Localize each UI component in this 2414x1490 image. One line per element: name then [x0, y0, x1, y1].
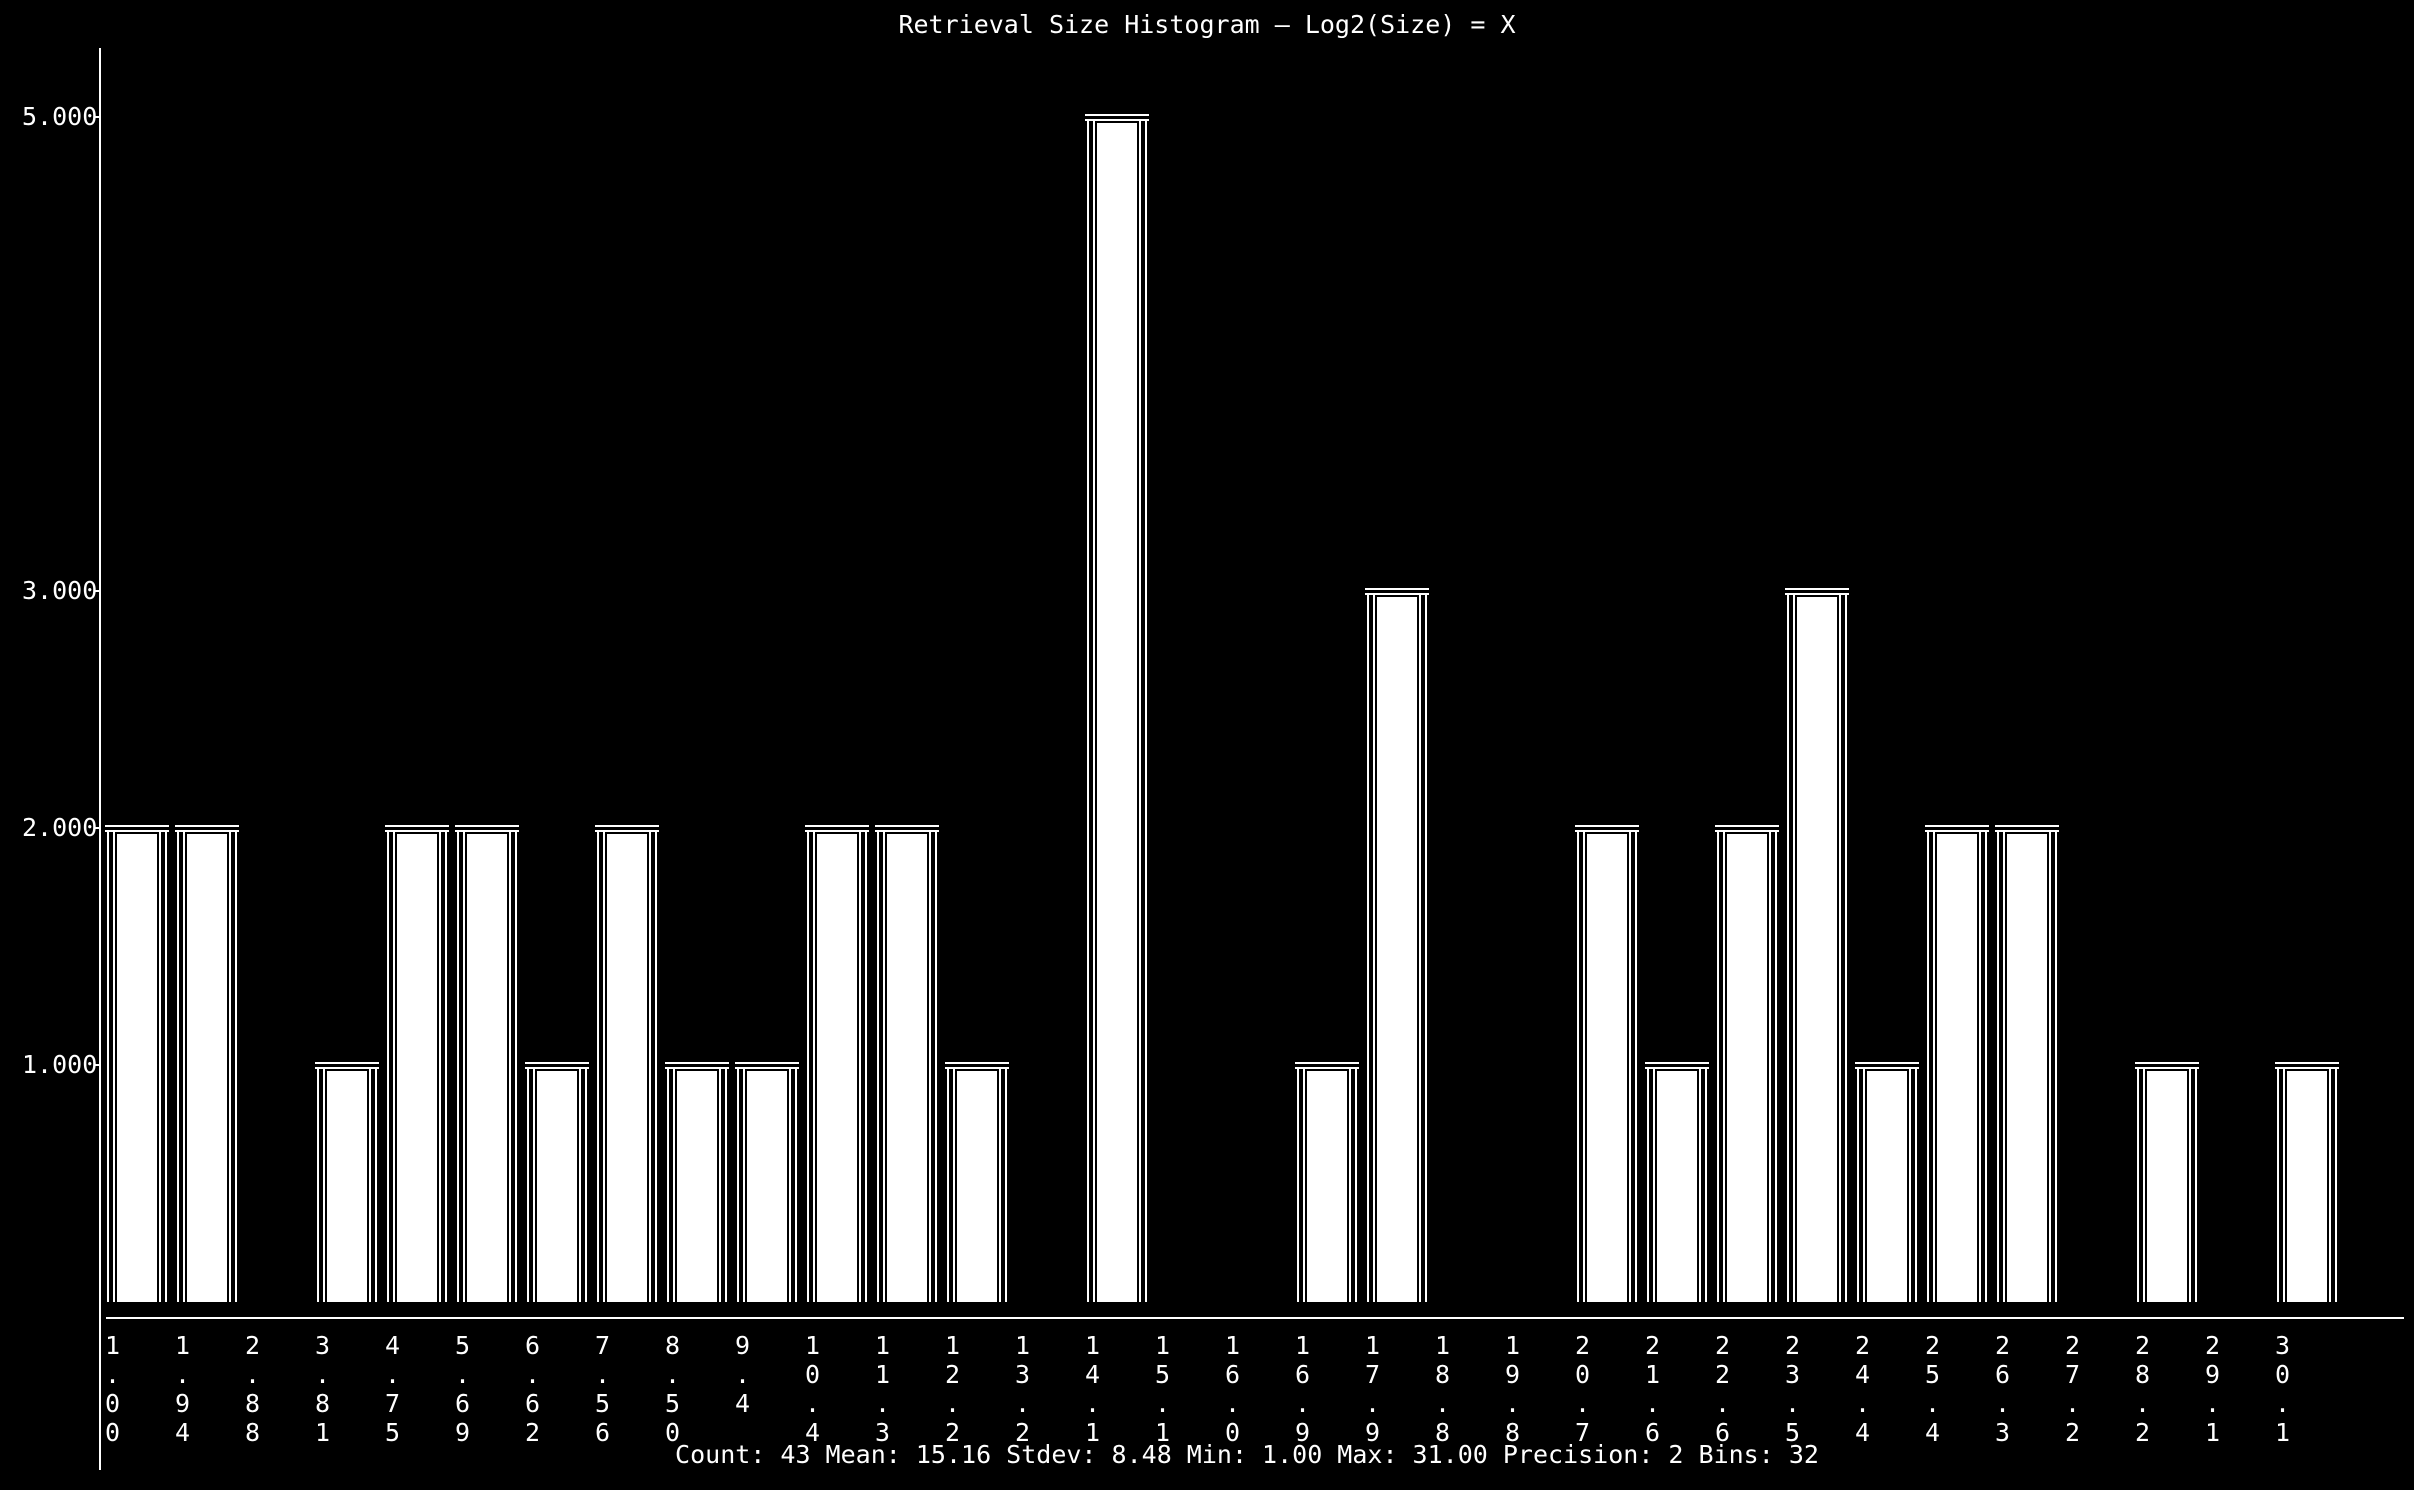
bar [1715, 825, 1779, 1302]
chart-title: Retrieval Size Histogram – Log2(Size) = … [898, 10, 1516, 39]
bar [1645, 1062, 1709, 1302]
bar [735, 1062, 799, 1302]
y-tick-label: 1.000 [22, 1050, 97, 1079]
bar [1575, 825, 1639, 1302]
bar [1085, 114, 1149, 1302]
bar [805, 825, 869, 1302]
bar [1785, 588, 1849, 1302]
y-ticks: 1.000 2.000 3.000 5.000 [22, 102, 100, 1079]
bar [595, 825, 659, 1302]
bar [315, 1062, 379, 1302]
x-ticks: 1. 0 0 1. 9 4 2. 8 8 3. 8 1 4. 7 5 5. 6 9 6. 6 2 7. 5 6 8. 5 0 9. 4 1… [105, 1331, 2290, 1447]
bar [525, 1062, 589, 1302]
bar [1365, 588, 1429, 1302]
bar [1925, 825, 1989, 1302]
bar [2275, 1062, 2339, 1302]
bar [665, 1062, 729, 1302]
bar [945, 1062, 1009, 1302]
bar [105, 825, 169, 1302]
bars [105, 114, 2339, 1302]
bar [1855, 1062, 1919, 1302]
bar [1995, 825, 2059, 1302]
axes [99, 48, 2404, 1470]
bar [1295, 1062, 1359, 1302]
bar [455, 825, 519, 1302]
bar [385, 825, 449, 1302]
bar [875, 825, 939, 1302]
bar [175, 825, 239, 1302]
x-tick-label: 9.4 [735, 1331, 750, 1418]
y-tick-label: 5.000 [22, 102, 97, 131]
y-tick-label: 3.000 [22, 576, 97, 605]
summary-stats: Count: 43 Mean: 15.16 Stdev: 8.48 Min: 1… [675, 1440, 1819, 1469]
bar [2135, 1062, 2199, 1302]
y-tick-label: 2.000 [22, 813, 97, 842]
